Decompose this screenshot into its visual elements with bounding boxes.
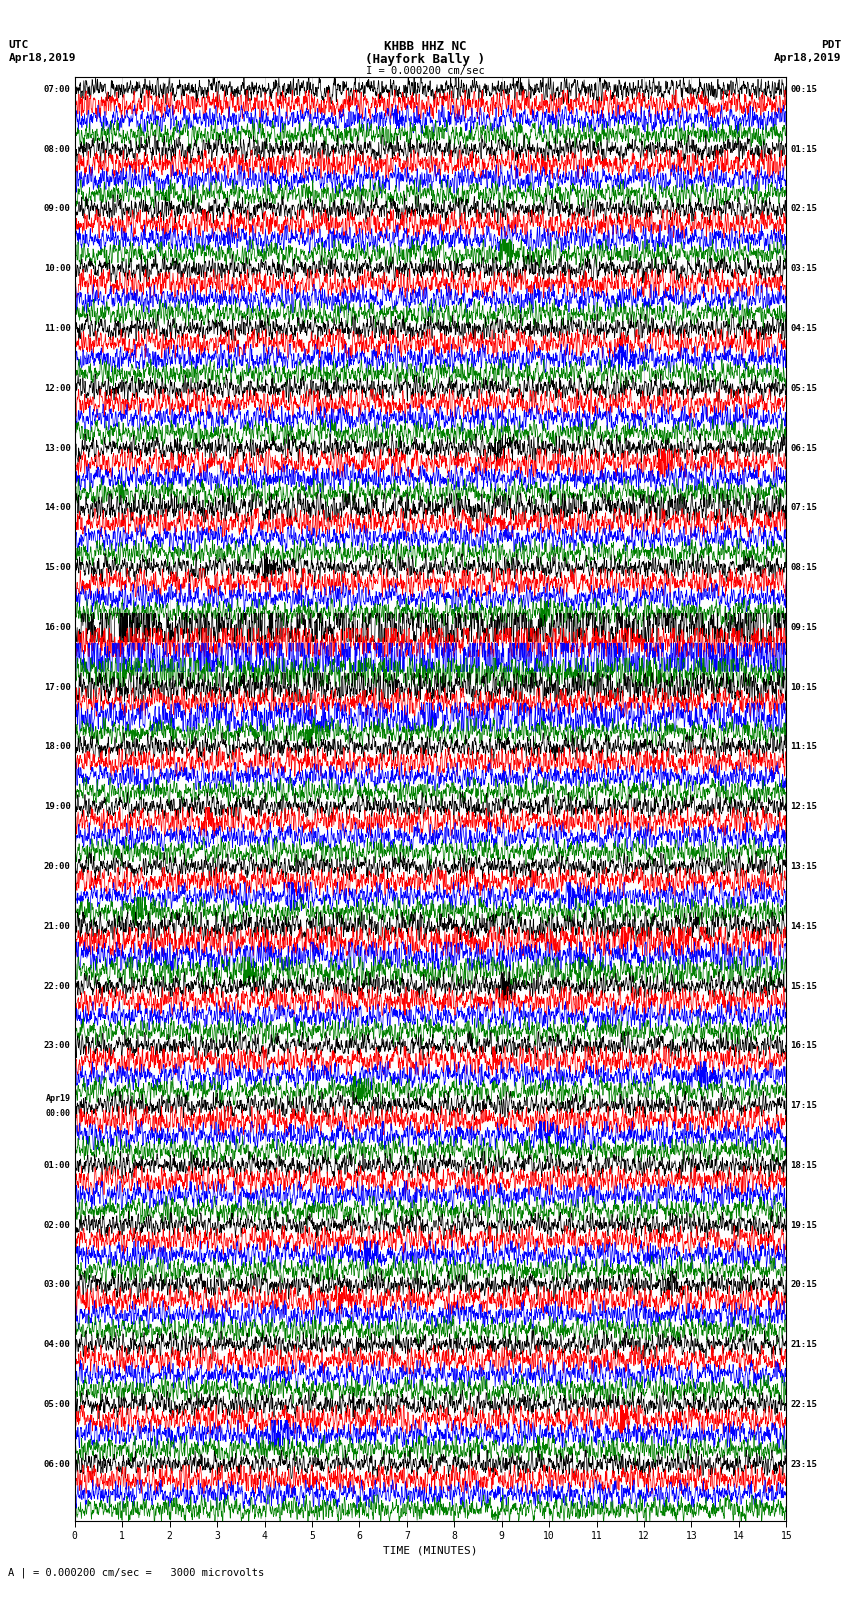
Text: 06:15: 06:15 xyxy=(790,444,818,453)
Text: (Hayfork Bally ): (Hayfork Bally ) xyxy=(365,53,485,66)
Text: I = 0.000200 cm/sec: I = 0.000200 cm/sec xyxy=(366,66,484,76)
Text: Apr18,2019: Apr18,2019 xyxy=(8,53,76,63)
Text: 23:15: 23:15 xyxy=(790,1460,818,1469)
Text: 08:00: 08:00 xyxy=(43,145,71,153)
Text: 08:15: 08:15 xyxy=(790,563,818,573)
Text: 21:15: 21:15 xyxy=(790,1340,818,1348)
Text: 02:15: 02:15 xyxy=(790,205,818,213)
Text: 09:15: 09:15 xyxy=(790,623,818,632)
Text: 21:00: 21:00 xyxy=(43,921,71,931)
Text: 23:00: 23:00 xyxy=(43,1042,71,1050)
Text: 01:15: 01:15 xyxy=(790,145,818,153)
Text: 00:00: 00:00 xyxy=(46,1108,71,1118)
Text: 01:00: 01:00 xyxy=(43,1161,71,1169)
Text: 17:15: 17:15 xyxy=(790,1102,818,1110)
Text: 07:15: 07:15 xyxy=(790,503,818,513)
X-axis label: TIME (MINUTES): TIME (MINUTES) xyxy=(383,1545,478,1555)
Text: 15:00: 15:00 xyxy=(43,563,71,573)
Text: 16:15: 16:15 xyxy=(790,1042,818,1050)
Text: 17:00: 17:00 xyxy=(43,682,71,692)
Text: 05:15: 05:15 xyxy=(790,384,818,394)
Text: 07:00: 07:00 xyxy=(43,85,71,94)
Text: 12:00: 12:00 xyxy=(43,384,71,394)
Text: 14:15: 14:15 xyxy=(790,921,818,931)
Text: 14:00: 14:00 xyxy=(43,503,71,513)
Text: 19:00: 19:00 xyxy=(43,802,71,811)
Text: 09:00: 09:00 xyxy=(43,205,71,213)
Text: 03:15: 03:15 xyxy=(790,265,818,273)
Text: 20:15: 20:15 xyxy=(790,1281,818,1289)
Text: 16:00: 16:00 xyxy=(43,623,71,632)
Text: 15:15: 15:15 xyxy=(790,982,818,990)
Text: KHBB HHZ NC: KHBB HHZ NC xyxy=(383,40,467,53)
Text: 13:15: 13:15 xyxy=(790,861,818,871)
Text: 05:00: 05:00 xyxy=(43,1400,71,1410)
Text: 22:00: 22:00 xyxy=(43,982,71,990)
Text: PDT: PDT xyxy=(821,40,842,50)
Text: 19:15: 19:15 xyxy=(790,1221,818,1229)
Text: 11:00: 11:00 xyxy=(43,324,71,332)
Text: 13:00: 13:00 xyxy=(43,444,71,453)
Text: 06:00: 06:00 xyxy=(43,1460,71,1469)
Text: 04:15: 04:15 xyxy=(790,324,818,332)
Text: 04:00: 04:00 xyxy=(43,1340,71,1348)
Text: 10:15: 10:15 xyxy=(790,682,818,692)
Text: 18:15: 18:15 xyxy=(790,1161,818,1169)
Text: Apr19: Apr19 xyxy=(46,1094,71,1103)
Text: 18:00: 18:00 xyxy=(43,742,71,752)
Text: UTC: UTC xyxy=(8,40,29,50)
Text: 20:00: 20:00 xyxy=(43,861,71,871)
Text: 22:15: 22:15 xyxy=(790,1400,818,1410)
Text: 03:00: 03:00 xyxy=(43,1281,71,1289)
Text: 00:15: 00:15 xyxy=(790,85,818,94)
Text: 10:00: 10:00 xyxy=(43,265,71,273)
Text: 12:15: 12:15 xyxy=(790,802,818,811)
Text: A | = 0.000200 cm/sec =   3000 microvolts: A | = 0.000200 cm/sec = 3000 microvolts xyxy=(8,1566,264,1578)
Text: Apr18,2019: Apr18,2019 xyxy=(774,53,842,63)
Text: 02:00: 02:00 xyxy=(43,1221,71,1229)
Text: 11:15: 11:15 xyxy=(790,742,818,752)
